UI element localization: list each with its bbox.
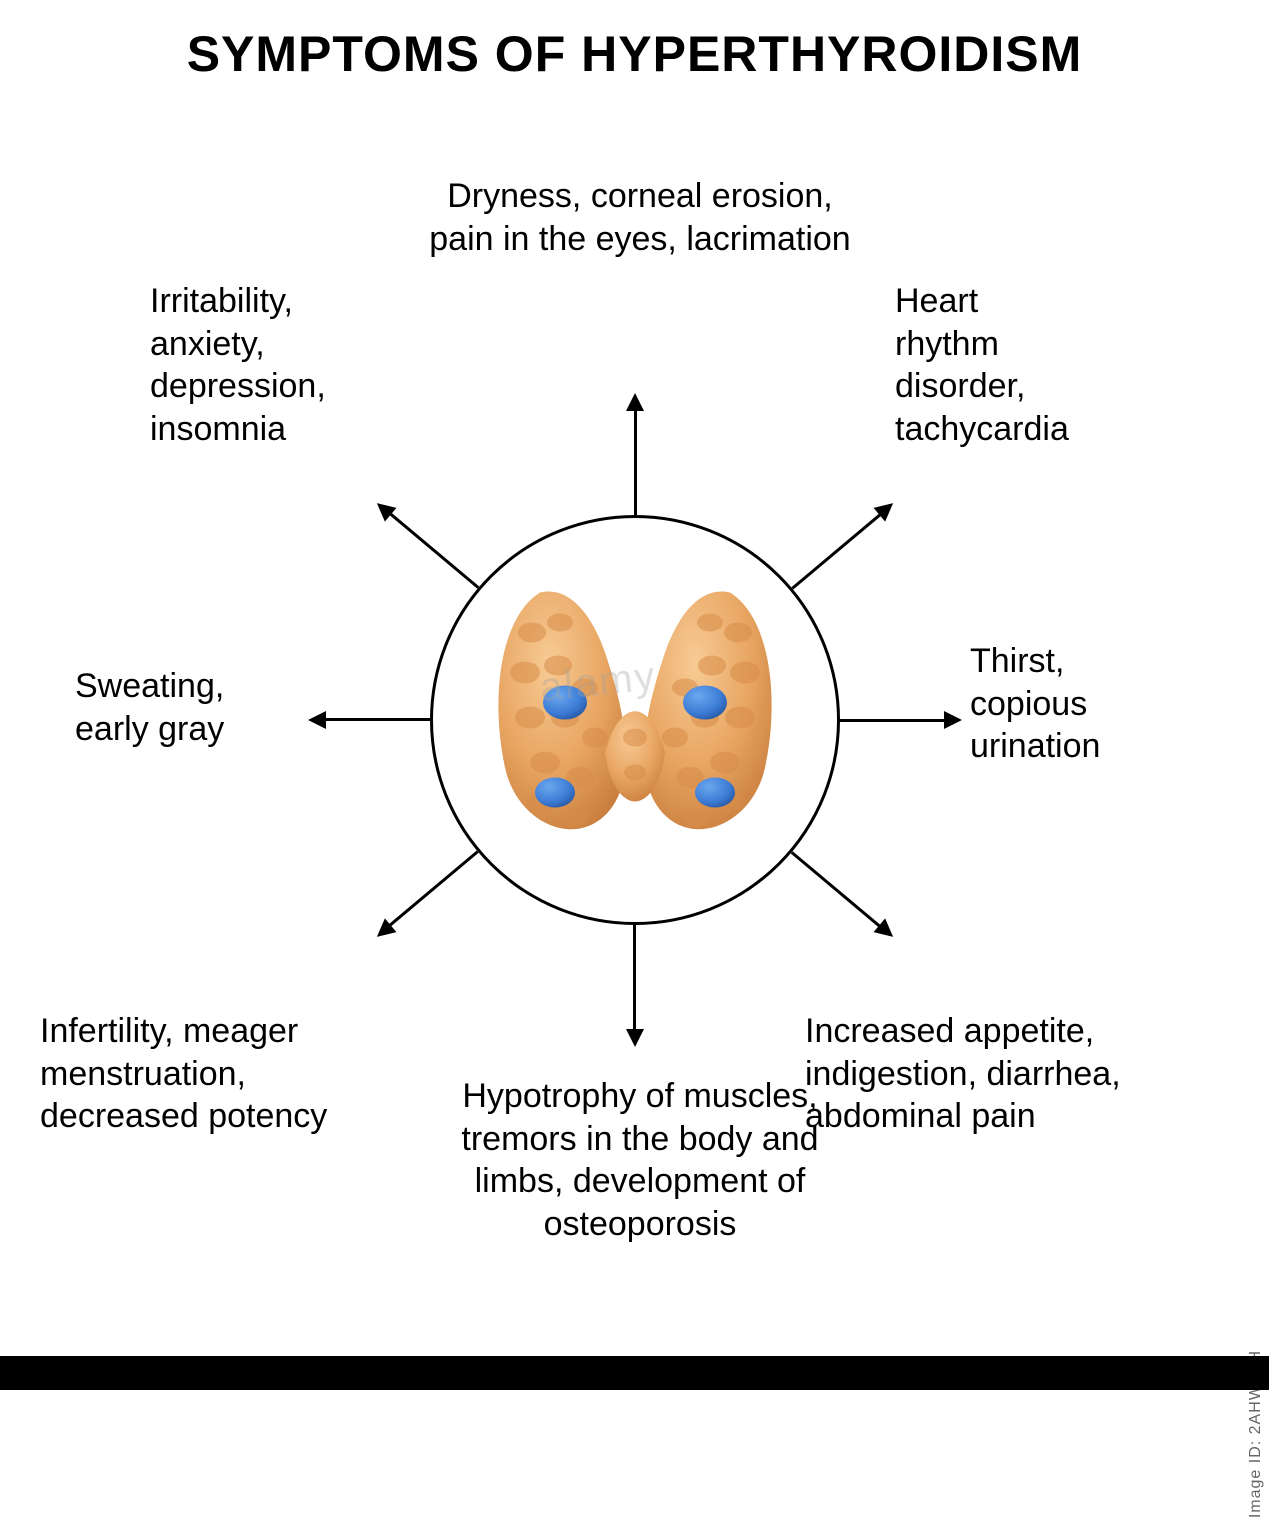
diagram-container: alamy Dryness, corneal erosion,pain in t…	[0, 0, 1269, 1390]
symptom-mood: Irritability,anxiety,depression,insomnia	[150, 280, 410, 450]
arrow-heart	[792, 505, 892, 589]
thyroid-svg	[470, 578, 800, 858]
symptom-eyes: Dryness, corneal erosion,pain in the eye…	[380, 175, 900, 260]
symptom-heart: Heartrhythmdisorder,tachycardia	[895, 280, 1165, 450]
thyroid-icon	[470, 578, 800, 863]
symptom-muscles: Hypotrophy of muscles,tremors in the bod…	[390, 1075, 890, 1245]
symptom-sweating: Sweating,early gray	[75, 665, 325, 750]
arrow-fertility	[378, 852, 478, 936]
arrow-mood	[378, 505, 478, 589]
footer-bar	[0, 1356, 1269, 1390]
symptom-thirst: Thirst,copiousurination	[970, 640, 1230, 768]
arrow-appetite	[792, 852, 892, 936]
symptom-fertility: Infertility, meagermenstruation,decrease…	[40, 1010, 420, 1138]
